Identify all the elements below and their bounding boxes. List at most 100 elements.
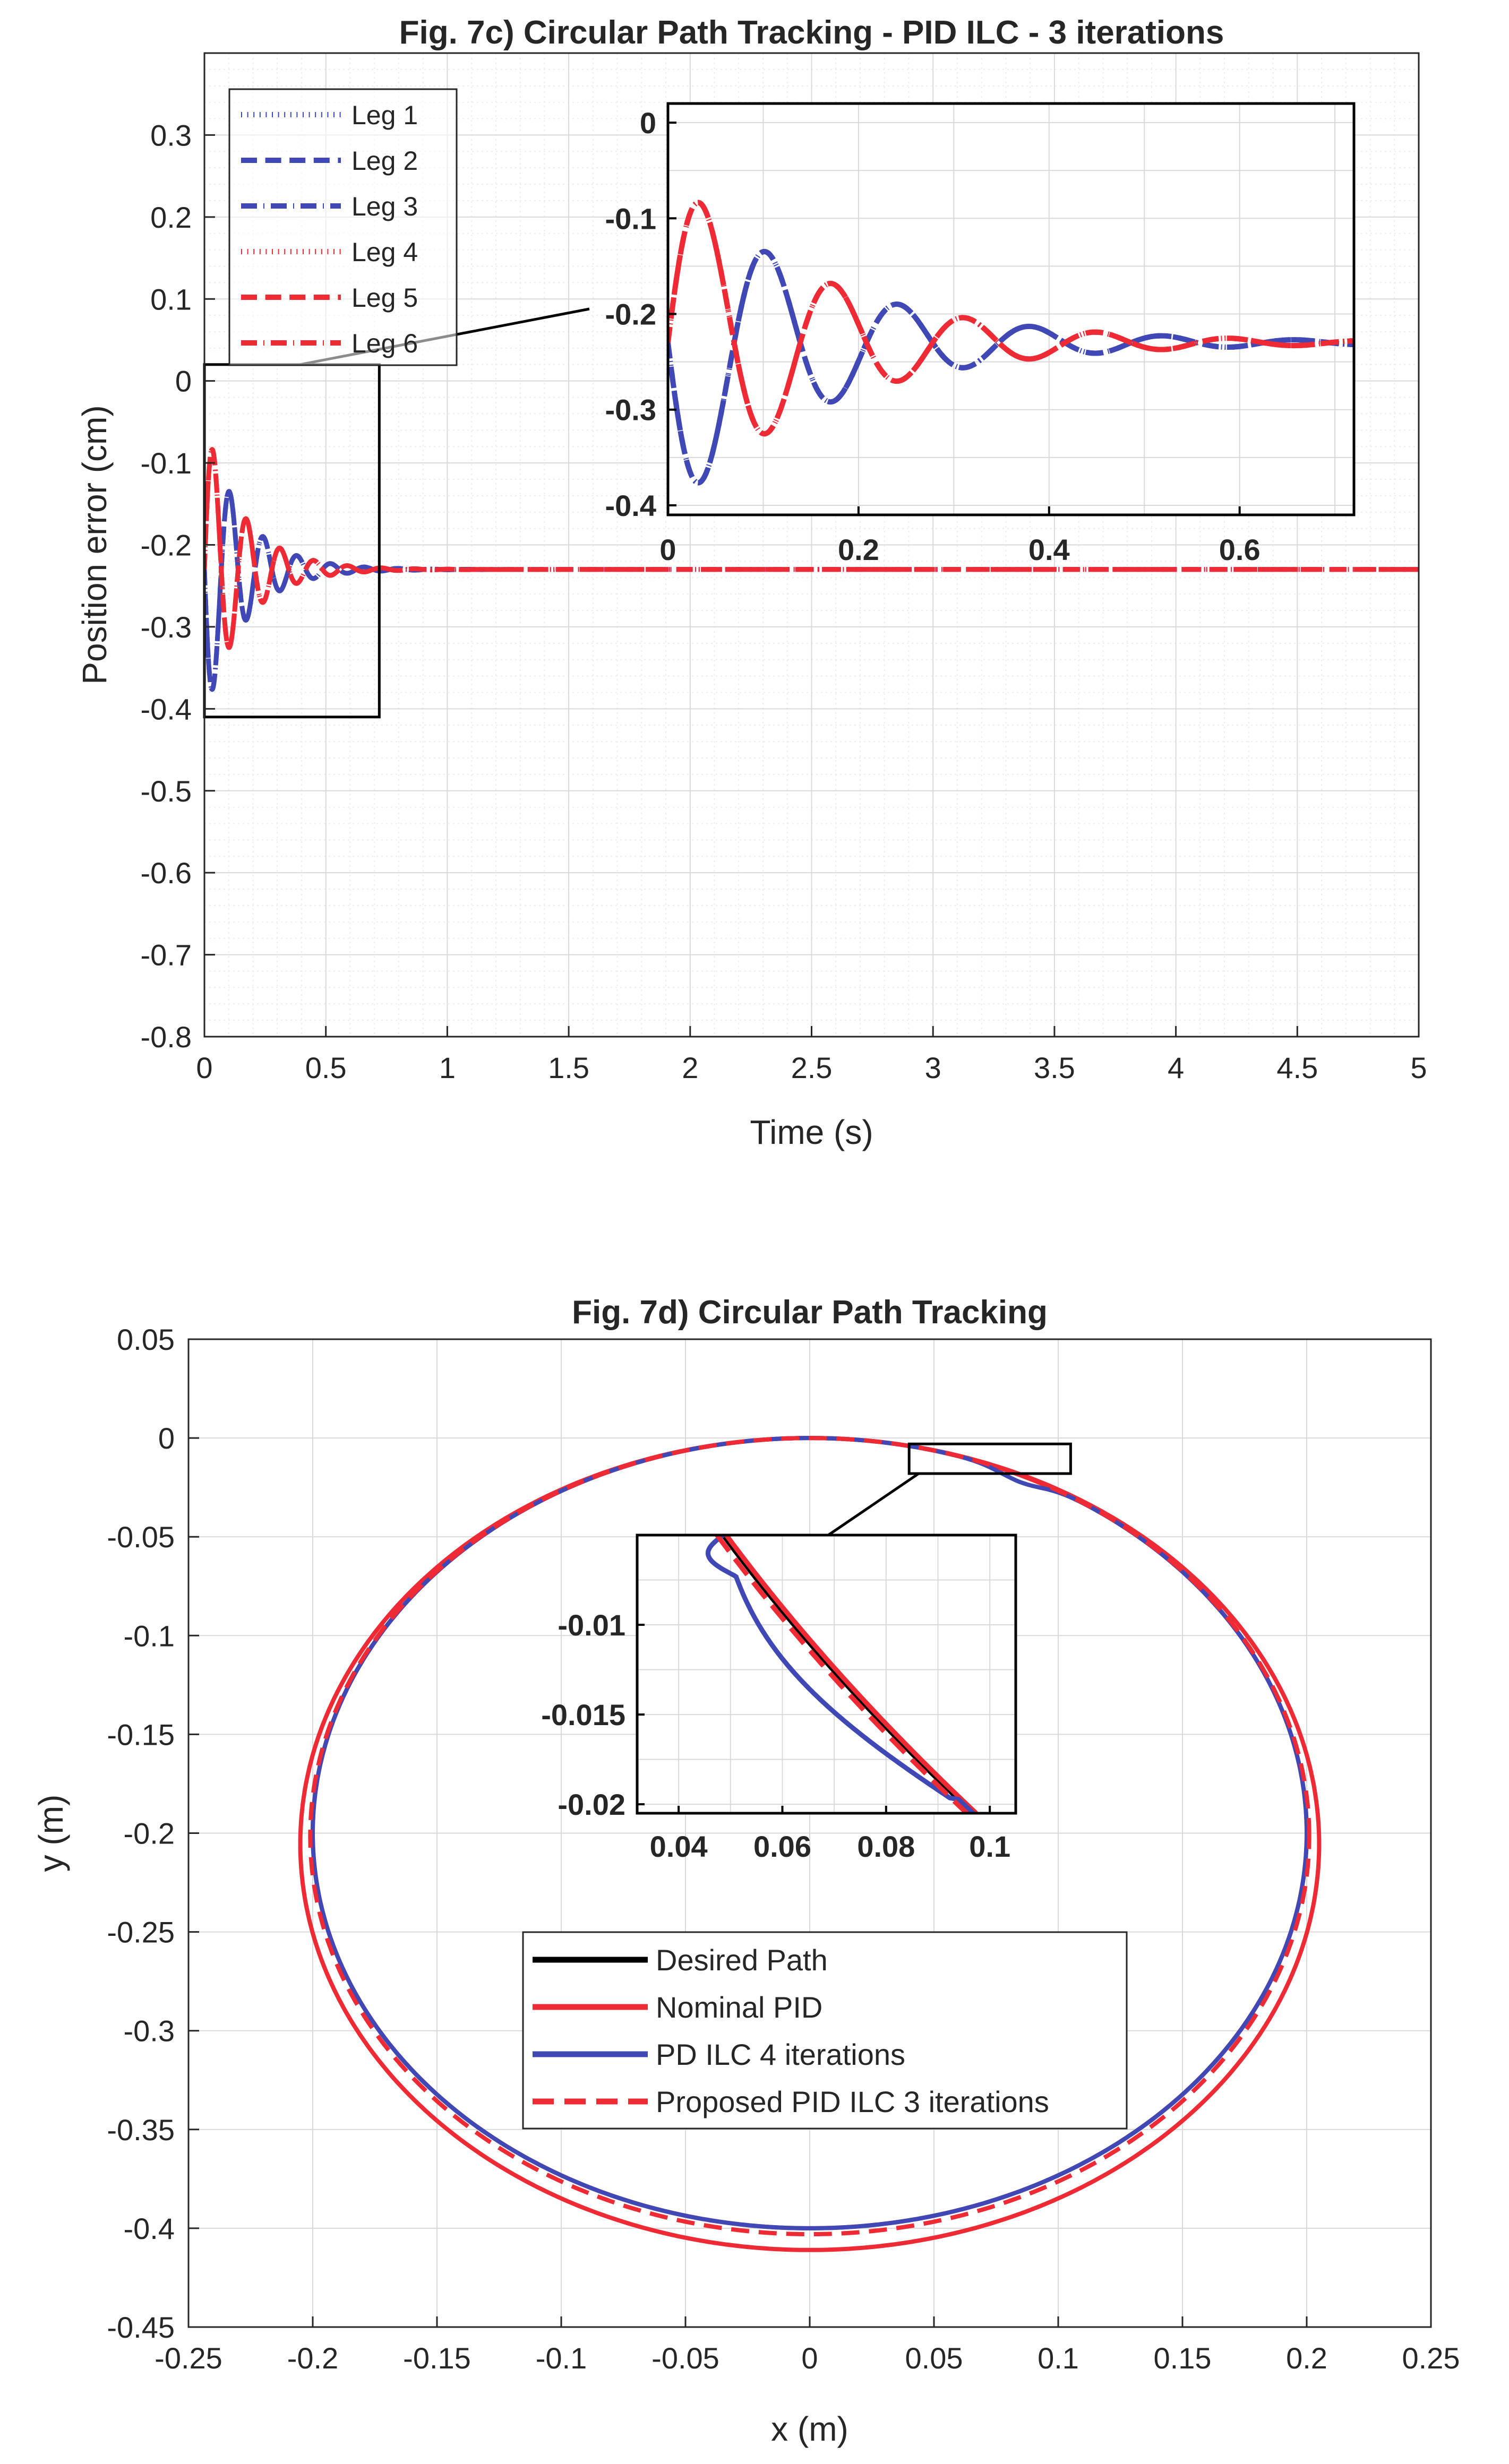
x-tick-label: -0.15 [403, 2341, 471, 2375]
inset-x-tick-label: 0.4 [1028, 533, 1070, 566]
y-tick-label: 0.2 [150, 201, 192, 234]
x-tick-label: 3 [925, 1051, 941, 1084]
x-tick-label: 4 [1168, 1051, 1184, 1084]
y-tick-label: 0.3 [150, 118, 192, 152]
inset-y-tick-label: -0.4 [605, 489, 657, 522]
series-group [204, 447, 1419, 692]
y-tick-label: 0.1 [150, 282, 192, 316]
x-tick-label: -0.1 [536, 2341, 587, 2375]
y-tick-label: -0.7 [141, 938, 192, 972]
series-group [298, 1436, 1322, 2252]
inset-x-tick-label: 0.04 [650, 1830, 708, 1863]
x-tick-label: 0 [801, 2341, 818, 2375]
y-tick-label: -0.15 [107, 1718, 175, 1751]
inset-x-tick-label: 0 [659, 533, 676, 566]
inset-y-tick-label: -0.015 [541, 1698, 625, 1731]
x-tick-label: 0.5 [305, 1051, 347, 1084]
y-tick-label: -0.4 [124, 2212, 175, 2245]
chart-fig-7c: 0 0.5 1 1.5 2 2.5 3 3.5 4 4.5 5 0.3 0.2 0.1 0 -0.1 -0.2 -… [75, 14, 1427, 1151]
inset-x-tick-label: 0.06 [753, 1830, 811, 1863]
inset-y-tick-label: -0.02 [558, 1788, 625, 1821]
inset-y-tick-label: -0.1 [605, 202, 657, 235]
y-tick-label: -0.2 [141, 529, 192, 562]
legend-label-leg-4: Leg 4 [351, 237, 418, 267]
legend-label-leg-1: Leg 1 [351, 100, 418, 130]
y-tick-label: -0.3 [124, 2014, 175, 2048]
y-tick-label: -0.6 [141, 856, 192, 890]
x-tick-label: 2 [682, 1051, 698, 1084]
y-tick-label: -0.8 [141, 1020, 192, 1054]
legend-label-1: Nominal PID [656, 1991, 822, 2024]
x-tick-label: 0.15 [1154, 2341, 1212, 2375]
inset-box [636, 1533, 1017, 1815]
y-tick-label: -0.2 [124, 1817, 175, 1850]
series-line-leg-6 [204, 447, 1419, 650]
inset-background [637, 1535, 1016, 1813]
y-tick-label: 0 [175, 365, 192, 398]
y-tick-label: -0.4 [141, 692, 192, 726]
x-tick-label: 0.2 [1286, 2341, 1327, 2375]
legend-label-leg-2: Leg 2 [351, 146, 418, 176]
y-tick-label: -0.5 [141, 774, 192, 808]
inset-y-tick-label: -0.2 [605, 298, 657, 331]
x-tick-label: 2.5 [791, 1051, 833, 1084]
inset-series-group [705, 1535, 978, 1813]
legend-box [522, 1931, 1128, 2130]
inset-axes: 0 0.2 0.4 0.6 0 -0.1 -0.2 -0.3 -0.4 [605, 102, 1356, 566]
x-tick-label: 0.1 [1038, 2341, 1079, 2375]
legend-box [228, 88, 458, 366]
x-tick-label: 3.5 [1034, 1051, 1075, 1084]
inset-x-tick-label: 0.1 [969, 1830, 1010, 1863]
chart-title: Fig. 7c) Circular Path Tracking - PID IL… [399, 14, 1224, 51]
inset-series-proposed-pid-ilc [715, 1535, 969, 1813]
inset-x-tick-label: 0.2 [838, 533, 879, 566]
zoom-connector [827, 1472, 920, 1537]
legend-label-2: PD ILC 4 iterations [656, 2038, 905, 2071]
series-line-leg-1 [204, 489, 1419, 692]
y-tick-label: -0.25 [107, 1916, 175, 1949]
x-tick-label: 5 [1410, 1051, 1427, 1084]
x-tick-label: 1.5 [548, 1051, 589, 1084]
inset-y-tick-label: -0.01 [558, 1608, 625, 1642]
x-tick-label: 1 [439, 1051, 456, 1084]
legend-label-leg-6: Leg 6 [351, 329, 418, 358]
x-tick-label: 0.05 [905, 2341, 963, 2375]
chart-fig-7d: -0.25 -0.2 -0.15 -0.1 -0.05 0 0.05 0.1 0.15 0.2 0.… [32, 1294, 1460, 2448]
y-tick-label: -0.45 [107, 2311, 175, 2344]
y-tick-label: -0.1 [124, 1619, 175, 1652]
inset-series-line-leg-6 [668, 200, 1354, 437]
x-tick-label: 0 [196, 1051, 212, 1084]
zoom-rectangle [907, 1442, 1072, 1475]
legend-label-0: Desired Path [656, 1943, 828, 1977]
x-tick-label: -0.05 [651, 2341, 719, 2375]
inset-box [666, 102, 1356, 516]
inset-series-group [668, 200, 1354, 486]
inset-x-tick-label: 0.6 [1219, 533, 1261, 566]
x-tick-label: 0.25 [1402, 2341, 1460, 2375]
legend: Leg 1 Leg 2 Leg 3 Leg 4 Leg 5 Leg 6 [228, 88, 458, 366]
series-proposed-pid-ilc [308, 1436, 1311, 2237]
inset-series-line-leg-3 [668, 248, 1354, 486]
y-tick-label: -0.3 [141, 610, 192, 644]
y-tick-label: 0 [158, 1421, 175, 1455]
inset-series-pd-ilc [705, 1535, 975, 1813]
y-axis-label: Position error (cm) [75, 405, 114, 684]
x-tick-label: -0.25 [155, 2341, 222, 2375]
x-axis-label: Time (s) [750, 1113, 873, 1151]
inset-x-tick-label: 0.08 [857, 1830, 915, 1863]
legend-label-3: Proposed PID ILC 3 iterations [656, 2085, 1049, 2118]
legend-label-leg-3: Leg 3 [351, 192, 418, 221]
y-tick-label: 0.05 [117, 1323, 175, 1356]
inset-y-tick-label: -0.3 [605, 393, 657, 427]
x-tick-label: -0.2 [287, 2341, 339, 2375]
inset-axes: 0.04 0.06 0.08 0.1 -0.01 -0.015 -0.02 [541, 1533, 1017, 1863]
chart-title: Fig. 7d) Circular Path Tracking [572, 1294, 1048, 1331]
legend-label-leg-5: Leg 5 [351, 283, 418, 313]
y-tick-label: -0.35 [107, 2113, 175, 2147]
inset-y-tick-label: 0 [640, 106, 656, 140]
inset-series-nominal-pid [724, 1535, 978, 1813]
y-tick-label: -0.05 [107, 1520, 175, 1554]
y-axis-label: y (m) [32, 1795, 70, 1872]
y-tick-label: -0.1 [141, 446, 192, 480]
